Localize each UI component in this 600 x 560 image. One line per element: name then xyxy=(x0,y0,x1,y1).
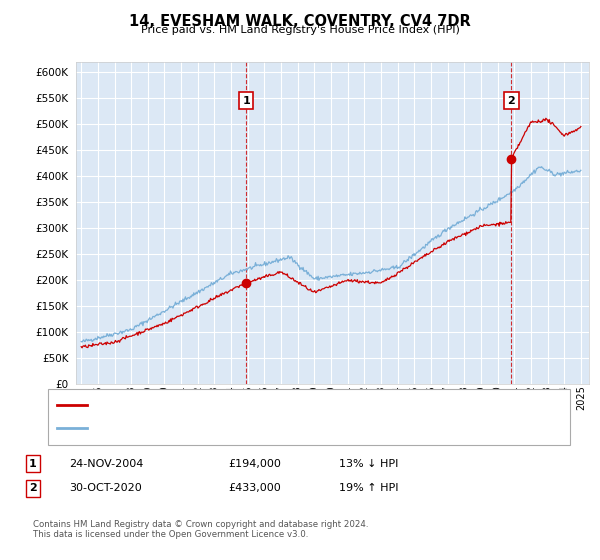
Text: 24-NOV-2004: 24-NOV-2004 xyxy=(69,459,143,469)
Text: 1: 1 xyxy=(242,96,250,105)
Text: 14, EVESHAM WALK, COVENTRY, CV4 7DR: 14, EVESHAM WALK, COVENTRY, CV4 7DR xyxy=(129,14,471,29)
Text: 30-OCT-2020: 30-OCT-2020 xyxy=(69,483,142,493)
Text: £433,000: £433,000 xyxy=(228,483,281,493)
Text: 1: 1 xyxy=(29,459,37,469)
Text: Price paid vs. HM Land Registry's House Price Index (HPI): Price paid vs. HM Land Registry's House … xyxy=(140,25,460,35)
Text: £194,000: £194,000 xyxy=(228,459,281,469)
Text: Contains HM Land Registry data © Crown copyright and database right 2024.
This d: Contains HM Land Registry data © Crown c… xyxy=(33,520,368,539)
Text: HPI: Average price, detached house, Coventry: HPI: Average price, detached house, Cove… xyxy=(93,423,334,433)
Text: 2: 2 xyxy=(508,96,515,105)
Text: 13% ↓ HPI: 13% ↓ HPI xyxy=(339,459,398,469)
Text: 14, EVESHAM WALK, COVENTRY, CV4 7DR (detached house): 14, EVESHAM WALK, COVENTRY, CV4 7DR (det… xyxy=(93,400,406,410)
Text: 19% ↑ HPI: 19% ↑ HPI xyxy=(339,483,398,493)
Text: 2: 2 xyxy=(29,483,37,493)
